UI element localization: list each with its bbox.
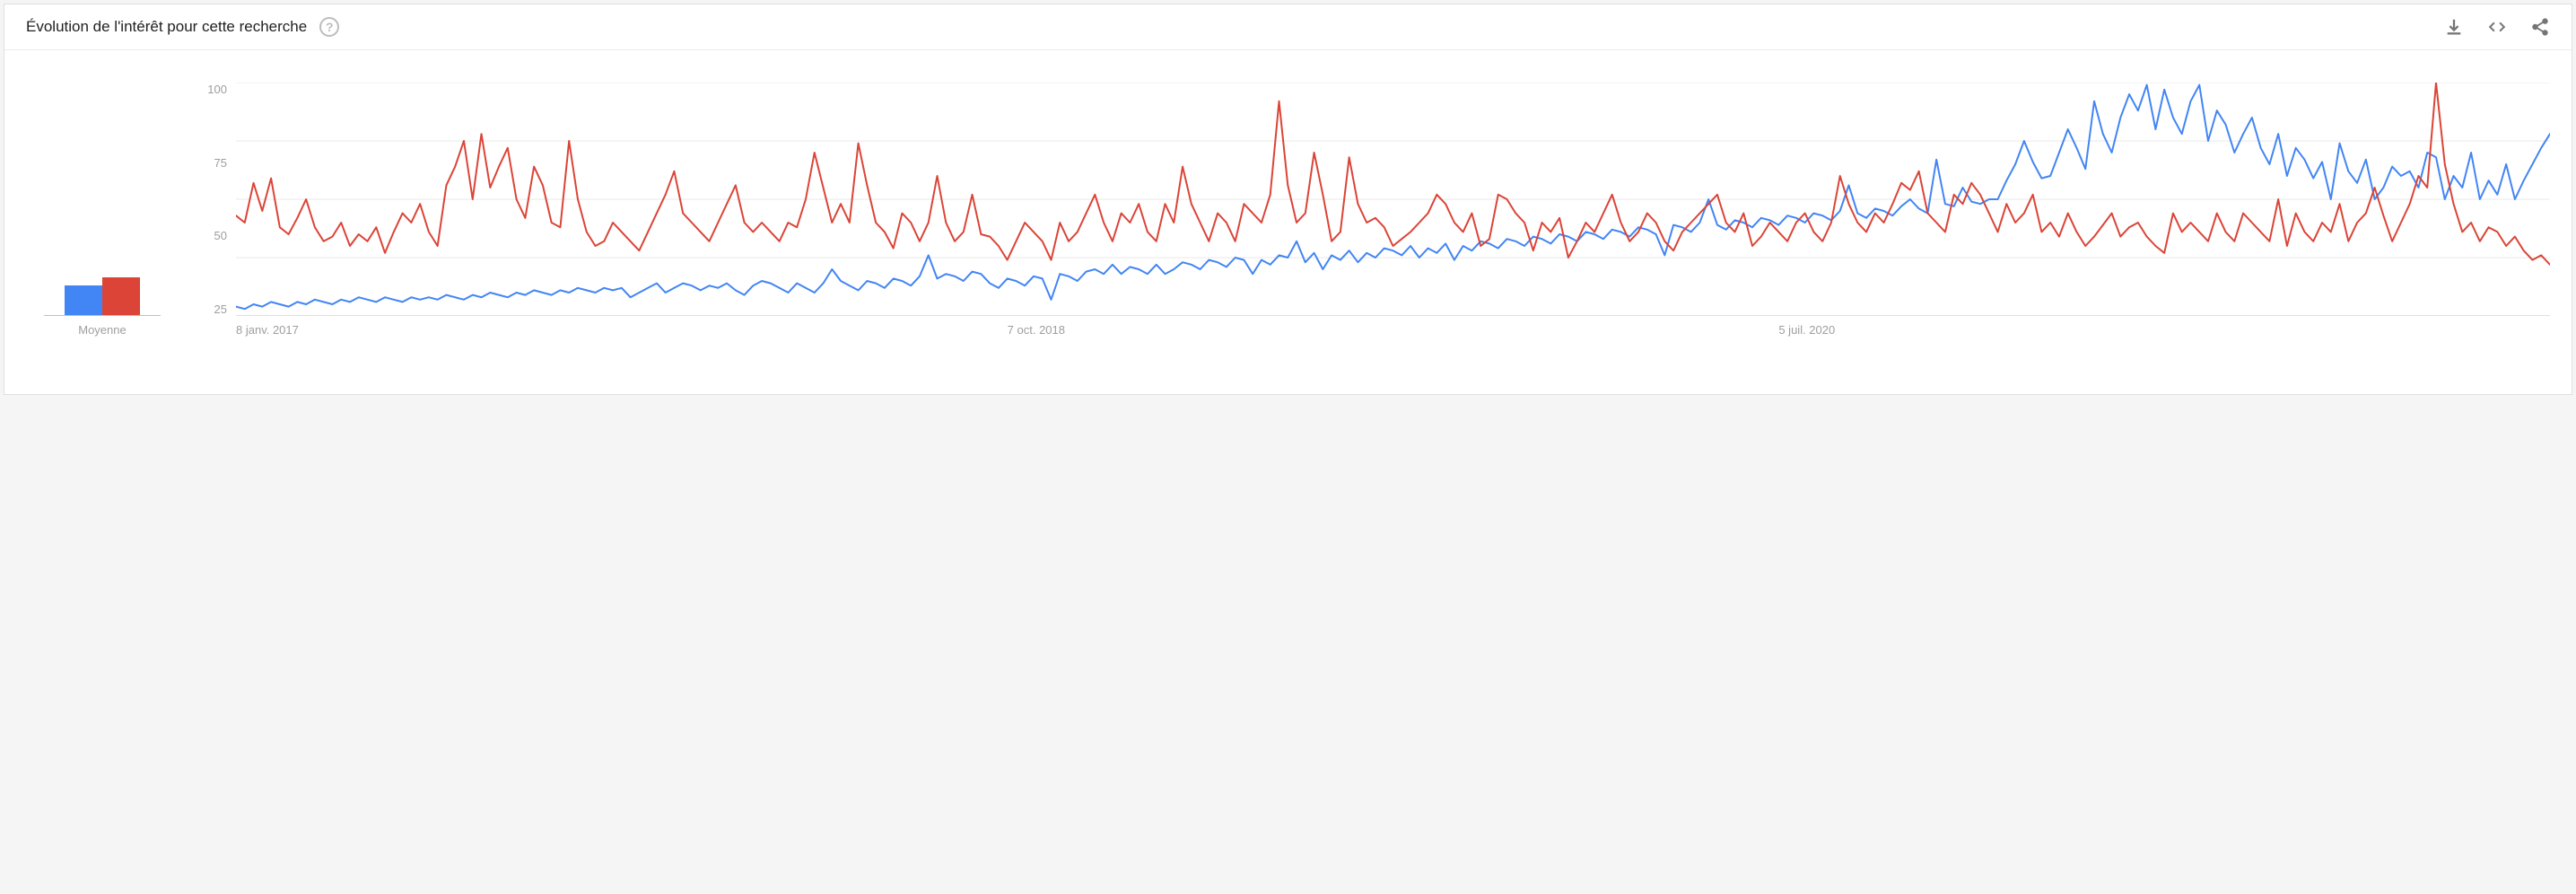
header-actions xyxy=(2444,17,2550,37)
average-label: Moyenne xyxy=(78,323,126,337)
download-icon[interactable] xyxy=(2444,17,2464,37)
x-tick: 8 janv. 2017 xyxy=(236,323,1008,337)
plot-wrap xyxy=(236,83,2550,316)
average-bars xyxy=(44,277,161,316)
average-column: Moyenne xyxy=(26,83,179,372)
share-icon[interactable] xyxy=(2530,17,2550,37)
embed-icon[interactable] xyxy=(2487,17,2507,37)
series-line-blue xyxy=(236,85,2550,310)
trends-panel: Évolution de l'intérêt pour cette recher… xyxy=(4,4,2572,395)
average-bar xyxy=(102,277,140,315)
chart-column: 100 75 50 25 8 janv. 20177 oct. 20185 juil.… xyxy=(200,83,2550,372)
x-tick: 7 oct. 2018 xyxy=(1008,323,1779,337)
y-tick: 100 xyxy=(207,83,227,96)
y-tick: 50 xyxy=(214,229,227,242)
y-axis: 100 75 50 25 xyxy=(200,83,236,316)
x-axis: 8 janv. 20177 oct. 20185 juil. 2020 xyxy=(236,323,2550,337)
x-tick: 5 juil. 2020 xyxy=(1778,323,2550,337)
panel-title: Évolution de l'intérêt pour cette recher… xyxy=(26,18,307,36)
header-left: Évolution de l'intérêt pour cette recher… xyxy=(26,17,339,37)
panel-header: Évolution de l'intérêt pour cette recher… xyxy=(4,4,2572,50)
chart-area: 100 75 50 25 xyxy=(200,83,2550,316)
y-tick: 25 xyxy=(214,302,227,316)
y-tick: 75 xyxy=(214,156,227,170)
line-chart xyxy=(236,83,2550,316)
panel-body: Moyenne 100 75 50 25 8 janv. 20177 oct. 201… xyxy=(4,50,2572,394)
help-icon[interactable]: ? xyxy=(319,17,339,37)
average-bar xyxy=(65,285,102,315)
